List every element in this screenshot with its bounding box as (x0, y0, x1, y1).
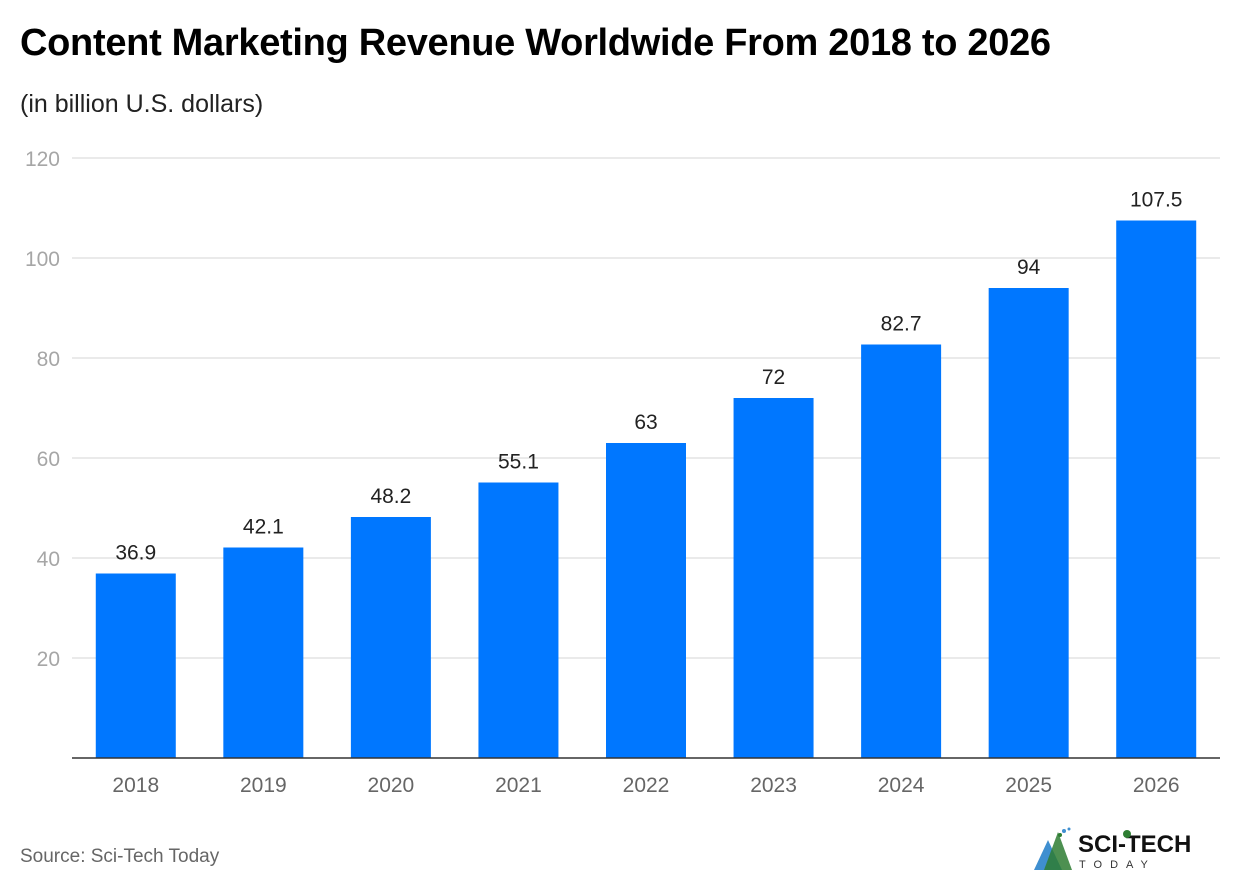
data-label: 107.5 (1130, 189, 1183, 212)
y-tick-label: 120 (25, 148, 60, 171)
data-label: 63 (634, 411, 657, 434)
y-tick-label: 40 (37, 548, 60, 571)
data-label: 36.9 (115, 542, 156, 565)
data-label: 55.1 (498, 451, 539, 474)
x-tick-label: 2026 (1133, 774, 1180, 797)
source-note: Source: Sci-Tech Today (20, 846, 220, 867)
data-label: 48.2 (370, 485, 411, 508)
y-tick-label: 20 (37, 648, 60, 671)
x-tick-label: 2025 (1005, 774, 1052, 797)
y-tick-label: 80 (37, 348, 60, 371)
bar-2024 (861, 344, 942, 758)
svg-text:SCI-TECH: SCI-TECH (1078, 831, 1191, 858)
bar-2025 (988, 288, 1069, 758)
chart-subtitle: (in billion U.S. dollars) (20, 90, 264, 118)
x-tick-label: 2020 (368, 774, 415, 797)
bar-2021 (478, 482, 559, 758)
y-tick-label: 100 (25, 248, 60, 271)
bar-2019 (223, 547, 304, 758)
bar-chart: 20 40 60 80 100 120 36.9 2018 42.1 2019 48.2 2020 55… (25, 148, 1220, 797)
bar-2020 (350, 517, 431, 758)
bar-2026 (1116, 220, 1197, 758)
x-tick-label: 2019 (240, 774, 287, 797)
y-tick-label: 60 (37, 448, 60, 471)
x-tick-label: 2018 (112, 774, 159, 797)
x-tick-label: 2021 (495, 774, 542, 797)
chart-title: Content Marketing Revenue Worldwide From… (20, 22, 1051, 64)
x-tick-label: 2024 (878, 774, 925, 797)
data-label: 94 (1017, 256, 1041, 279)
sci-tech-today-logo: SCI-TECH TODAY (1034, 827, 1191, 871)
x-tick-label: 2023 (750, 774, 797, 797)
bar-2023 (733, 398, 814, 758)
svg-text:TODAY: TODAY (1079, 859, 1156, 871)
x-tick-label: 2022 (623, 774, 670, 797)
bar-2018 (95, 573, 176, 758)
bar-2022 (606, 443, 686, 758)
data-label: 82.7 (881, 313, 922, 336)
data-label: 72 (762, 366, 785, 389)
data-label: 42.1 (243, 516, 284, 539)
